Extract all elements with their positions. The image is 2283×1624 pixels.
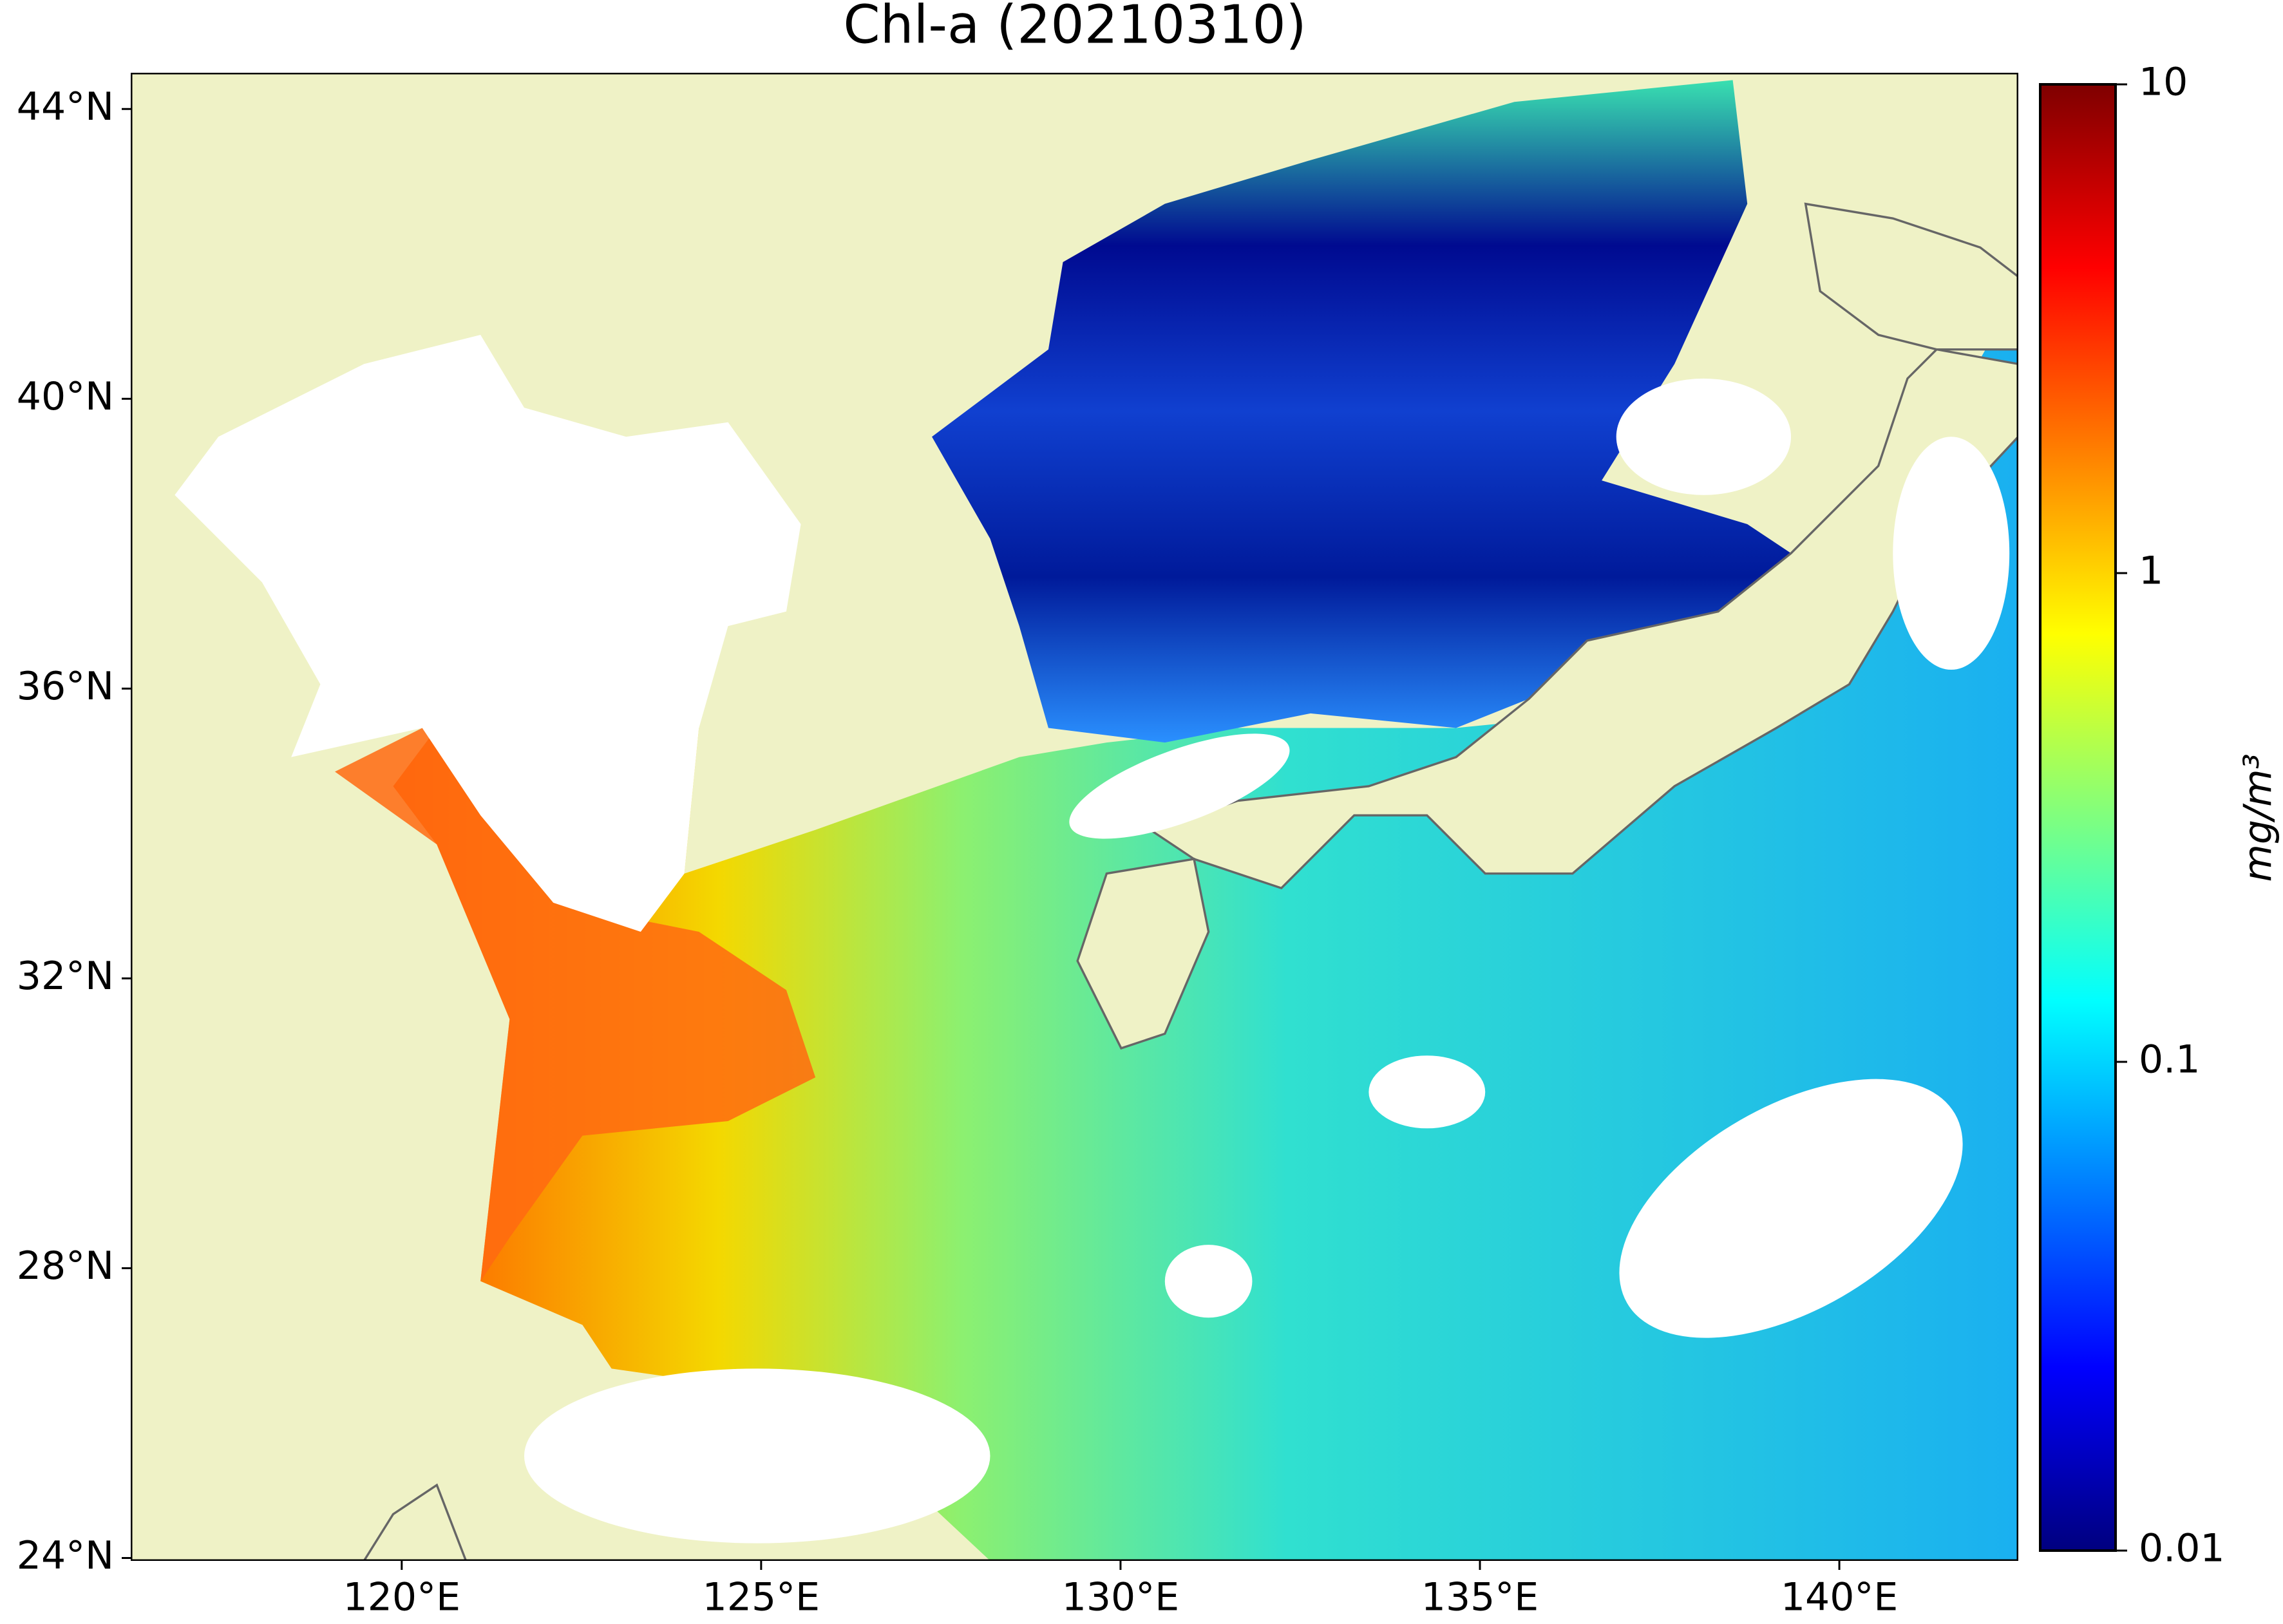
x-tick-label: 120°E — [343, 1575, 460, 1620]
x-tick-label: 125°E — [703, 1575, 820, 1620]
y-tick-label: 32°N — [17, 954, 114, 999]
x-tick-label: 130°E — [1062, 1575, 1179, 1620]
x-tick-label: 135°E — [1421, 1575, 1539, 1620]
y-tick-label: 36°N — [17, 664, 114, 709]
colorbar-tick-label: 0.01 — [2139, 1526, 2225, 1571]
map — [131, 73, 2018, 1561]
y-tick-label: 28°N — [17, 1243, 114, 1289]
colorbar-tick-label: 1 — [2139, 549, 2163, 594]
colorbar-label: mg/m³ — [2236, 753, 2281, 882]
colorbar-tick-label: 10 — [2139, 60, 2188, 105]
colorbar — [2039, 83, 2117, 1552]
ocean-imagery — [175, 80, 2018, 1561]
y-tick-label: 44°N — [17, 84, 114, 129]
y-tick-label: 40°N — [17, 374, 114, 419]
colorbar-tick-label: 0.1 — [2139, 1037, 2200, 1082]
chart-title: Chl-a (20210310) — [843, 0, 1306, 55]
x-tick-label: 140°E — [1781, 1575, 1898, 1620]
y-tick-label: 24°N — [17, 1533, 114, 1578]
